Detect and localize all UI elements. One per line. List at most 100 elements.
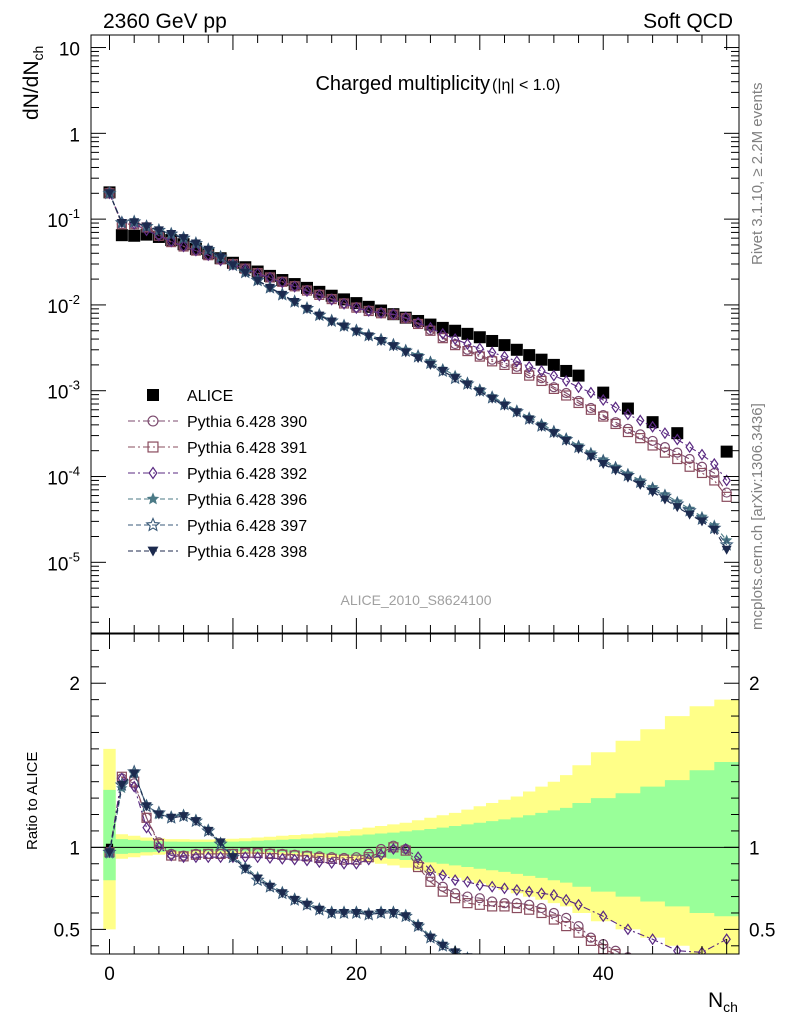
data-point — [215, 253, 226, 263]
ratio-series-pythia-6-428-398 — [104, 769, 485, 967]
y-tick-label-exp: -5 — [68, 549, 80, 564]
data-point — [659, 495, 670, 505]
ratio-point — [376, 908, 387, 918]
legend-marker — [145, 516, 161, 532]
y-tick-label: 1 — [69, 125, 80, 146]
legend-label: Pythia 6.428 396 — [187, 492, 307, 509]
ratio-point — [166, 849, 176, 862]
data-point — [500, 350, 509, 363]
ratio-point — [524, 885, 534, 898]
data-point — [190, 239, 201, 249]
data-point — [636, 414, 645, 427]
ratio-point — [116, 780, 127, 790]
ratio-point — [166, 813, 177, 823]
ratio-point — [549, 888, 559, 901]
data-point — [561, 374, 571, 387]
ratio-y-tick-label-right: 2 — [749, 674, 760, 695]
data-point — [671, 427, 684, 440]
y-axis-title-main: dN/dN — [20, 60, 43, 120]
ratio-point — [204, 851, 213, 864]
ratio-point — [462, 898, 473, 909]
ratio-point — [389, 842, 398, 856]
ratio-point — [339, 857, 349, 870]
data-point — [684, 510, 695, 520]
ratio-point — [302, 900, 312, 910]
x-tick-label: 40 — [593, 964, 614, 985]
ratio-point — [352, 857, 361, 870]
ratio-point — [264, 882, 275, 892]
ratio-point — [500, 882, 509, 895]
data-point — [585, 452, 596, 462]
data-point — [463, 337, 472, 351]
legend-item: Pythia 6.428 390 — [128, 414, 307, 431]
ratio-point — [561, 921, 572, 932]
analysis-id-label: ALICE_2010_S8624100 — [340, 592, 491, 608]
legend-label: ALICE — [187, 388, 233, 405]
ratio-point — [475, 958, 485, 967]
data-point — [486, 334, 499, 347]
data-point — [203, 245, 214, 255]
data-point — [277, 290, 288, 300]
ratio-y-tick-label-left: 2 — [69, 674, 80, 695]
y-tick-label: 10-2 — [47, 292, 80, 318]
data-point — [462, 345, 473, 357]
ratio-point — [474, 955, 485, 966]
ratio-point — [153, 838, 164, 850]
data-point — [672, 503, 683, 513]
ratio-point — [585, 935, 596, 946]
data-point — [191, 244, 201, 257]
data-point — [339, 297, 349, 310]
ratio-point — [216, 851, 225, 864]
data-point — [376, 336, 387, 346]
data-point — [289, 298, 300, 308]
ratio-point — [574, 898, 583, 911]
ratio-point — [179, 851, 188, 864]
ratio-point — [673, 963, 682, 972]
ratio-point — [129, 769, 140, 779]
ratio-point — [191, 851, 201, 864]
data-point — [622, 423, 634, 434]
data-point — [388, 342, 399, 352]
legend-label: Pythia 6.428 397 — [187, 518, 307, 535]
ratio-point — [277, 889, 288, 899]
data-point — [611, 401, 620, 414]
ratio-point — [648, 933, 657, 946]
ratio-point — [413, 851, 423, 864]
y-tick-label: 10-3 — [47, 378, 80, 404]
data-point — [302, 285, 312, 298]
data-point — [660, 427, 670, 440]
data-point — [153, 226, 164, 236]
data-point — [474, 387, 485, 397]
ratio-point — [512, 883, 522, 897]
ratio-point — [623, 923, 633, 936]
data-point — [252, 276, 263, 286]
ratio-point — [302, 854, 312, 867]
ratio-point — [622, 953, 634, 954]
ratio-point — [573, 927, 584, 938]
ratio-point — [463, 875, 472, 888]
ratio-point — [401, 842, 410, 856]
legend: ALICE Pythia 6.428 390 Pythia 6.428 391 Pyt… — [128, 388, 307, 561]
ratio-axes: 0.5 0.51 12 20 20 40 — [54, 634, 775, 985]
data-point — [104, 189, 115, 199]
legend-item: Pythia 6.428 396 — [128, 492, 307, 509]
ratio-point — [413, 922, 424, 932]
legend-marker — [148, 466, 158, 480]
ratio-point — [400, 845, 411, 856]
ratio-point — [425, 933, 436, 943]
data-point — [721, 491, 732, 502]
data-point — [659, 447, 671, 458]
data-point — [598, 393, 608, 407]
legend-marker — [147, 546, 159, 557]
data-point — [426, 321, 435, 334]
ratio-point — [142, 821, 151, 834]
data-point — [487, 346, 497, 359]
data-point — [475, 342, 485, 355]
data-point — [696, 461, 708, 472]
ratio-point — [536, 907, 547, 919]
data-point — [673, 433, 682, 446]
data-point — [622, 426, 634, 438]
data-point — [450, 340, 461, 351]
main-plot-area — [102, 185, 734, 555]
